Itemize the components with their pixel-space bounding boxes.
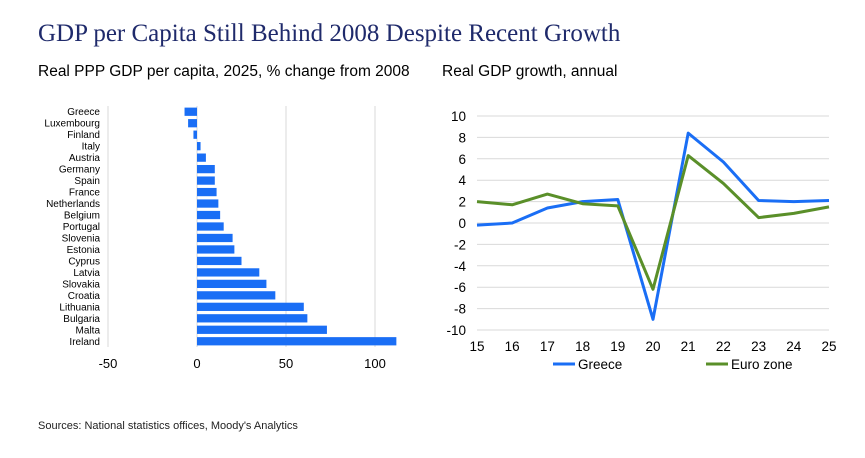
page-title: GDP per Capita Still Behind 2008 Despite… xyxy=(38,20,621,47)
bar-belgium xyxy=(197,210,221,220)
line-x-tick-label: 15 xyxy=(469,339,484,354)
bar-latvia xyxy=(197,268,260,277)
bar-category-label: Bulgaria xyxy=(63,314,100,325)
bar-estonia xyxy=(197,245,235,254)
bar-ireland xyxy=(197,337,397,346)
line-y-tick-label: -8 xyxy=(454,302,466,317)
bar-bulgaria xyxy=(197,314,308,323)
line-y-tick-label: 0 xyxy=(458,216,466,231)
source-note: Sources: National statistics offices, Mo… xyxy=(38,420,298,432)
bar-cyprus xyxy=(197,256,242,266)
bar-category-label: Croatia xyxy=(68,291,101,302)
bar-category-label: Portugal xyxy=(63,222,100,233)
line-y-tick-label: 4 xyxy=(458,173,466,188)
bar-netherlands xyxy=(197,199,219,208)
bar-category-label: Luxembourg xyxy=(44,119,100,130)
bar-luxembourg xyxy=(188,119,197,128)
line-x-tick-label: 18 xyxy=(575,339,590,354)
bar-category-label: Belgium xyxy=(64,211,100,222)
line-y-tick-label: 2 xyxy=(458,195,466,210)
bar-category-label: Slovenia xyxy=(62,233,101,244)
line-x-tick-label: 25 xyxy=(821,339,836,354)
series-line-greece xyxy=(476,131,830,321)
bar-malta xyxy=(197,325,327,334)
line-x-tick-label: 23 xyxy=(751,339,766,354)
bar-category-label: Lithuania xyxy=(59,302,100,313)
series-line-euro-zone xyxy=(476,154,830,291)
bar-category-label: Netherlands xyxy=(46,199,100,210)
bar-category-label: Finland xyxy=(67,130,100,141)
bar-austria xyxy=(197,153,206,162)
legend-label: Greece xyxy=(578,357,622,372)
line-x-tick-label: 22 xyxy=(716,339,731,354)
bar-x-tick-label: -50 xyxy=(99,356,118,371)
bar-x-tick-label: 100 xyxy=(364,356,386,371)
bar-france xyxy=(197,187,217,197)
bar-spain xyxy=(197,176,215,185)
line-y-tick-label: -6 xyxy=(454,280,466,295)
bar-finland xyxy=(193,130,197,139)
bar-category-label: Austria xyxy=(69,153,101,164)
bar-x-tick-label: 0 xyxy=(193,356,200,371)
bar-slovenia xyxy=(197,233,233,243)
bar-lithuania xyxy=(197,302,304,311)
line-y-tick-label: 6 xyxy=(458,152,466,167)
bar-italy xyxy=(197,142,201,151)
line-x-tick-label: 24 xyxy=(786,339,802,354)
legend-label: Euro zone xyxy=(731,357,793,372)
bar-category-label: Slovakia xyxy=(62,279,100,290)
bar-croatia xyxy=(197,291,276,300)
bar-category-label: Latvia xyxy=(73,268,100,279)
bar-category-label: Ireland xyxy=(69,337,100,348)
bar-greece xyxy=(184,107,197,116)
bar-category-label: France xyxy=(69,188,101,199)
bar-category-label: Italy xyxy=(82,142,100,153)
bar-category-label: Greece xyxy=(67,107,100,118)
line-y-tick-label: 10 xyxy=(451,109,466,124)
bar-category-label: Cyprus xyxy=(68,256,100,267)
bar-category-label: Malta xyxy=(76,325,101,336)
bar-portugal xyxy=(197,222,224,231)
line-x-tick-label: 19 xyxy=(610,339,625,354)
bar-category-label: Spain xyxy=(74,176,100,187)
line-x-tick-label: 17 xyxy=(540,339,555,354)
line-x-tick-label: 16 xyxy=(505,339,520,354)
line-y-tick-label: -10 xyxy=(446,323,466,338)
line-x-tick-label: 20 xyxy=(645,339,660,354)
bar-category-label: Germany xyxy=(59,165,100,176)
line-y-tick-label: -4 xyxy=(454,259,466,274)
bar-category-label: Estonia xyxy=(67,245,101,256)
bar-germany xyxy=(197,164,215,174)
line-y-tick-label: 8 xyxy=(458,130,466,145)
bar-slovakia xyxy=(197,279,267,289)
bar-chart-title: Real PPP GDP per capita, 2025, % change … xyxy=(38,63,410,80)
line-y-tick-label: -2 xyxy=(454,237,466,252)
line-chart-title: Real GDP growth, annual xyxy=(442,63,618,80)
bar-x-tick-label: 50 xyxy=(279,356,293,371)
line-x-tick-label: 21 xyxy=(681,339,696,354)
